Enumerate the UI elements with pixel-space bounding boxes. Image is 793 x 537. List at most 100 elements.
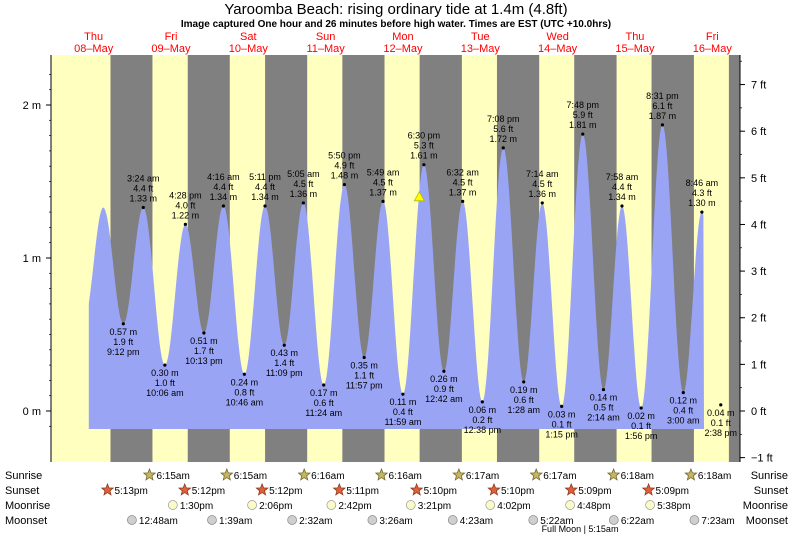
high-tide-label: 7:08 pm (487, 114, 520, 124)
day-date: 08–May (74, 43, 114, 55)
extremum-point (422, 163, 426, 167)
sunrise-time: 6:15am (234, 471, 267, 482)
extremum-point (322, 383, 326, 387)
low-tide-label: 11:59 am (384, 417, 421, 427)
moonset-time: 3:26am (379, 516, 412, 527)
high-tide-label: 4:16 am (207, 172, 240, 182)
low-tide-label: 1.1 ft (354, 370, 375, 380)
low-tide-label: 0.1 ft (711, 418, 732, 428)
low-tide-label: 1:28 am (507, 405, 540, 415)
high-tide-label: 1.81 m (569, 120, 597, 130)
low-tide-label: 0.03 m (548, 409, 576, 419)
moonset-row-label-right: Moonset (746, 515, 788, 527)
moonrise-time: 4:48pm (577, 501, 610, 512)
day-date: 11–May (306, 43, 345, 55)
sunrise-icon (529, 467, 543, 481)
day-of-week: Sat (240, 31, 257, 43)
extremum-point (719, 403, 723, 407)
low-tide-label: 0.30 m (151, 368, 179, 378)
extremum-point (362, 355, 366, 360)
high-tide-label: 4.9 ft (334, 161, 355, 171)
day-date: 13–May (461, 43, 501, 55)
low-tide-label: 0.26 m (430, 374, 458, 384)
high-tide-label: 4.4 ft (255, 182, 276, 192)
extremum-point (639, 406, 643, 410)
sunset-icon (409, 482, 424, 496)
high-tide-label: 5.9 ft (573, 110, 594, 120)
chart-title: Yaroomba Beach: rising ordinary tide at … (224, 1, 567, 18)
low-tide-label: 0.35 m (350, 360, 378, 370)
moonset-icon (287, 515, 297, 525)
right-axis-tick-label: 1 ft (751, 359, 766, 371)
low-tide-label: 10:46 am (226, 397, 264, 407)
sunrise-time: 6:16am (311, 471, 344, 482)
sunrise-icon (220, 467, 234, 481)
high-tide-label: 1.34 m (608, 192, 636, 202)
high-tide-label: 1.33 m (130, 194, 158, 204)
low-tide-label: 0.06 m (469, 405, 497, 415)
sunrise-time: 6:17am (543, 471, 576, 482)
extremum-point (501, 146, 505, 150)
day-date: 15–May (615, 43, 655, 55)
full-moon-label: Full Moon | 5:15am (542, 524, 619, 534)
left-axis-tick-label: 1 m (23, 253, 41, 265)
tide-area (88, 124, 705, 430)
moonrise-icon (405, 500, 416, 510)
low-tide-label: 3:00 am (667, 416, 700, 426)
extremum-point (480, 400, 484, 404)
sunset-row-label-left: Sunset (5, 485, 39, 497)
sunrise-time: 6:17am (466, 471, 499, 482)
sunrise-row-label-left: Sunrise (5, 470, 42, 482)
moonrise-icon (565, 500, 575, 510)
sunset-time: 5:10pm (501, 486, 534, 497)
sunset-time: 5:09pm (656, 486, 689, 497)
high-tide-label: 1.22 m (172, 210, 200, 220)
low-tide-label: 2:14 am (587, 413, 620, 423)
low-tide-label: 0.19 m (510, 385, 538, 395)
low-tide-label: 0.2 ft (472, 415, 493, 425)
low-tide-label: 0.6 ft (514, 395, 535, 405)
moonrise-row-label-right: Moonrise (743, 500, 788, 512)
extremum-point (263, 204, 267, 208)
extremum-point (601, 387, 606, 392)
low-tide-label: 10:06 am (146, 388, 184, 398)
sunset-icon (564, 482, 578, 496)
high-tide-label: 1.37 m (449, 187, 477, 197)
high-tide-label: 4.5 ft (373, 177, 394, 187)
moonset-icon (207, 515, 217, 525)
extremum-point (141, 205, 145, 210)
sunrise-icon (606, 467, 621, 481)
high-tide-label: 4.0 ft (175, 200, 196, 210)
low-tide-label: 0.9 ft (434, 384, 455, 394)
sunrise-icon (374, 467, 389, 481)
low-tide-label: 0.11 m (389, 397, 416, 407)
low-tide-label: 11:09 pm (266, 368, 303, 378)
day-of-week: Sun (316, 31, 336, 43)
sunset-time: 5:12pm (269, 486, 302, 497)
extremum-point (221, 204, 226, 208)
extremum-point (540, 201, 544, 205)
day-of-week: Thu (84, 31, 103, 43)
extremum-point (461, 199, 465, 203)
sun-moon-rows: Sunrise Sunrise Sunset Sunset Moonrise Moonri… (5, 467, 788, 534)
high-tide-label: 8:46 am (686, 178, 719, 188)
day-date: 12–May (383, 43, 423, 55)
moonrise-time: 3:21pm (418, 501, 451, 512)
low-tide-label: 1:56 pm (625, 431, 658, 441)
axes: 0 m 1 m 2 m −1 ft 0 ft 1 ft 2 ft 3 ft 4 ft 5 ft 6 … (23, 55, 773, 465)
extremum-point (522, 380, 526, 384)
moonrise-time: 5:38pm (657, 501, 690, 512)
day-of-week: Wed (546, 31, 568, 43)
high-tide-label: 1.61 m (410, 151, 438, 161)
low-tide-label: 0.43 m (270, 348, 298, 358)
tide-labels: 0.57 m1.9 ft9:12 pm3:24 am4.4 ft1.33 m0.… (107, 91, 737, 441)
sunrise-row-label-right: Sunrise (751, 470, 788, 482)
high-tide-label: 1.34 m (251, 192, 279, 202)
extremum-point (202, 331, 206, 335)
high-tide-label: 6:30 pm (408, 131, 441, 141)
moonset-time: 1:39am (219, 516, 252, 527)
high-tide-label: 1.30 m (688, 198, 716, 208)
low-tide-label: 0.57 m (110, 327, 138, 337)
tide-curve (88, 124, 705, 430)
high-tide-label: 5:49 am (367, 167, 400, 177)
